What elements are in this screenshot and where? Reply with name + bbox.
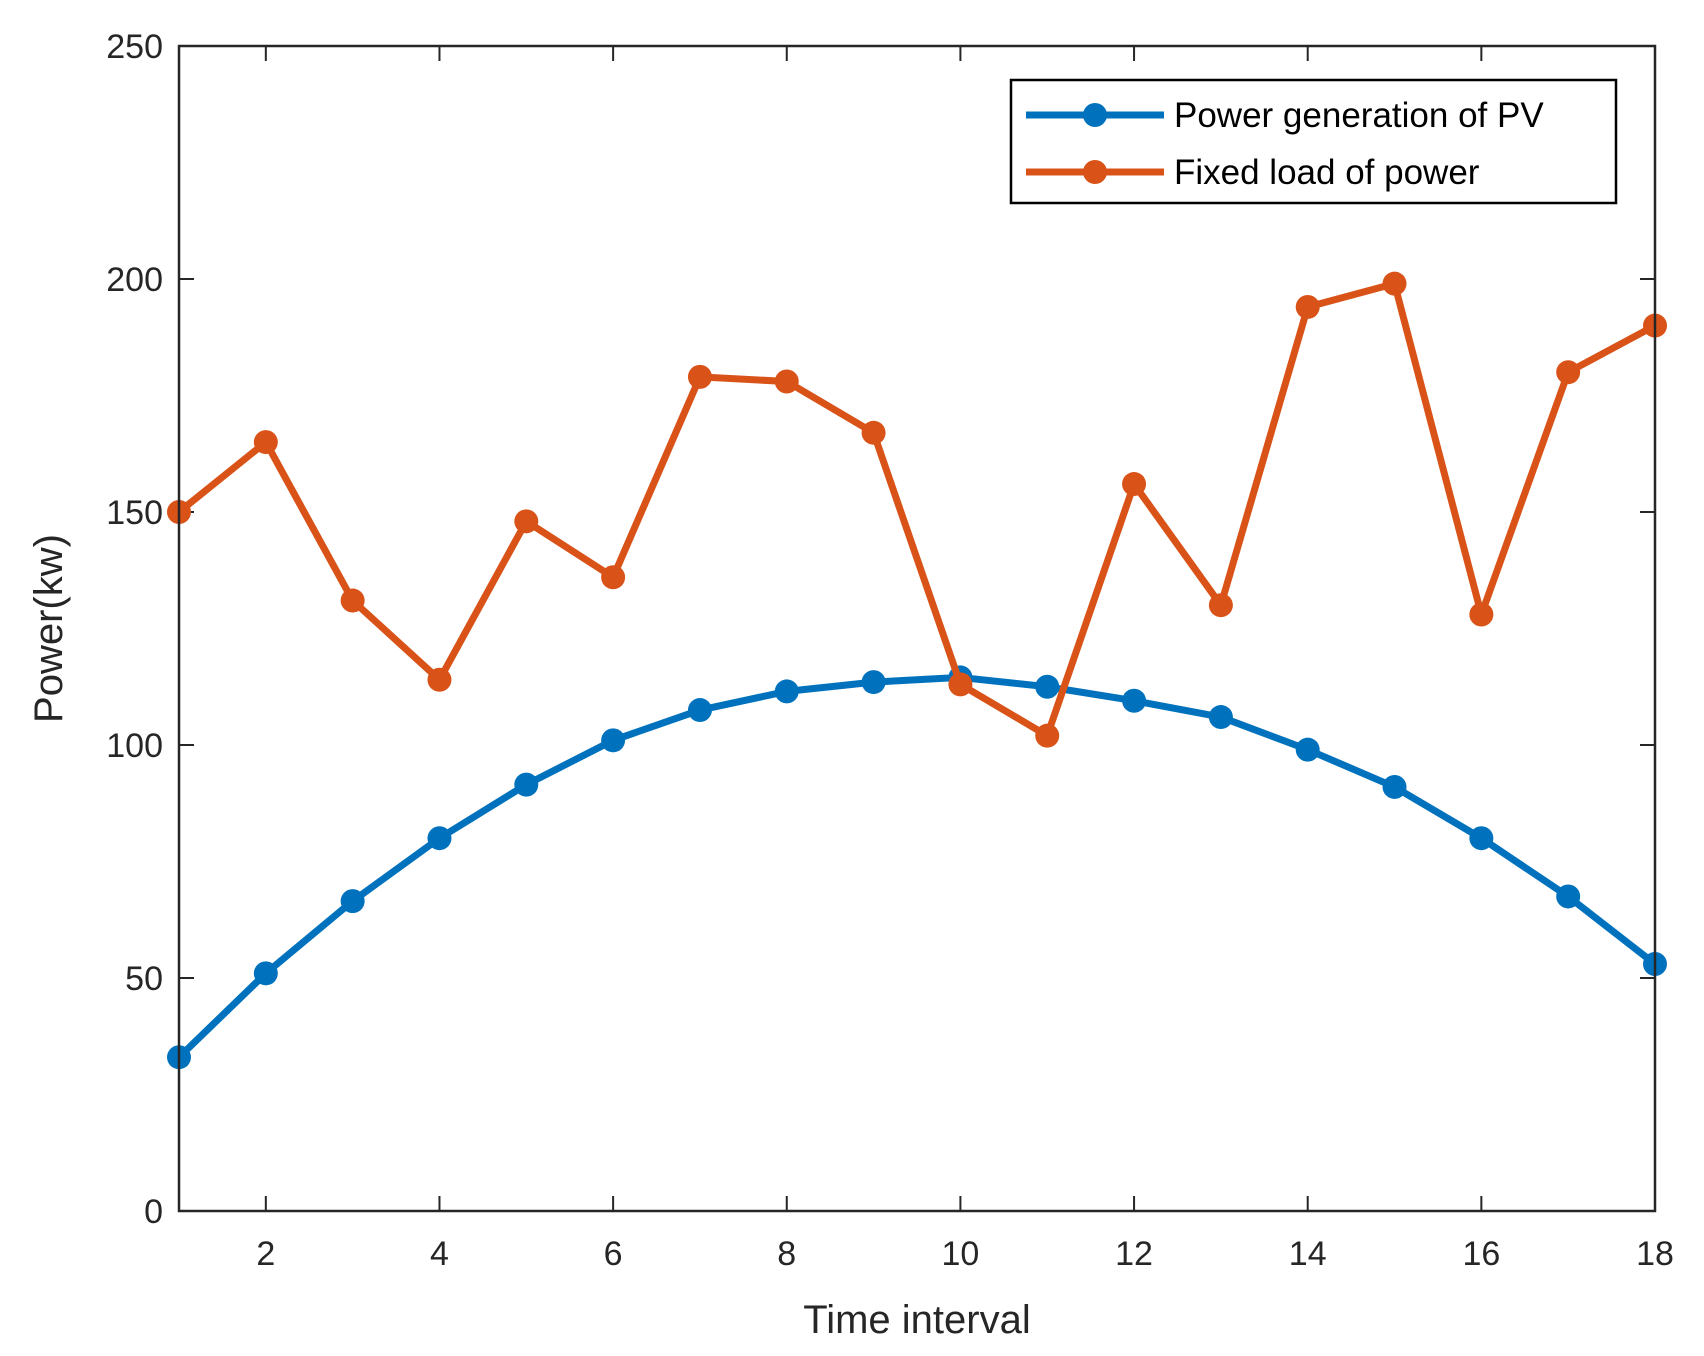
y-tick-label: 50 [125,960,163,998]
y-axis-title: Power(kw) [27,534,71,723]
data-point [1469,602,1494,627]
data-point [427,826,452,851]
legend-entry-pv: Power generation of PV [1026,96,1544,135]
data-point [1122,472,1147,497]
data-point [774,679,799,704]
legend: Power generation of PV Fixed load of pow… [1009,78,1618,205]
data-point [1556,360,1581,385]
data-point [601,728,626,753]
data-point [1382,774,1407,799]
x-tick-label: 16 [1462,1235,1500,1273]
data-point [948,672,973,697]
x-tick-label: 12 [1115,1235,1153,1273]
data-point [687,698,712,723]
data-point [427,667,452,692]
tick-labels: 2 4 6 8 10 12 14 16 18 0 50 100 150 200 250 [106,28,1674,1273]
x-tick-label: 2 [256,1235,275,1273]
x-tick-label: 14 [1289,1235,1327,1273]
data-point [1035,723,1060,748]
x-tick-label: 4 [430,1235,449,1273]
legend-label: Fixed load of power [1174,153,1480,192]
data-point [1208,705,1233,730]
data-point [1122,688,1147,713]
data-point [1035,674,1060,699]
y-tick-label: 150 [106,494,163,532]
legend-swatch-marker [1083,160,1107,184]
data-point [601,565,626,590]
data-point [514,772,539,797]
series-layer [167,271,1667,1070]
x-tick-label: 8 [777,1235,796,1273]
legend-box [1009,78,1618,205]
data-point [340,889,365,914]
legend-entry-load: Fixed load of power [1026,153,1480,192]
data-point [340,588,365,613]
data-point [253,961,278,986]
x-tick-label: 6 [604,1235,623,1273]
data-point [1295,294,1320,319]
data-point [1556,884,1581,909]
data-point [1382,271,1407,296]
data-point [687,364,712,389]
series-line-1 [175,280,1659,740]
data-point [1295,737,1320,762]
y-tick-label: 200 [106,261,163,299]
y-tick-label: 250 [106,28,163,66]
data-point [861,670,886,695]
data-point [1208,593,1233,618]
y-tick-label: 0 [144,1193,163,1231]
data-point [253,430,278,455]
axes-box [177,44,1657,1213]
x-tick-label: 10 [941,1235,979,1273]
x-axis-title: Time interval [803,1298,1030,1342]
plot-area [167,44,1667,1213]
data-point [861,420,886,445]
data-point [774,369,799,394]
y-tick-label: 100 [106,727,163,765]
legend-label: Power generation of PV [1174,96,1544,135]
data-point [1469,826,1494,851]
data-point [514,509,539,534]
x-tick-label: 18 [1636,1235,1674,1273]
legend-swatch-marker [1083,103,1107,127]
series-line-0 [175,673,1659,1061]
